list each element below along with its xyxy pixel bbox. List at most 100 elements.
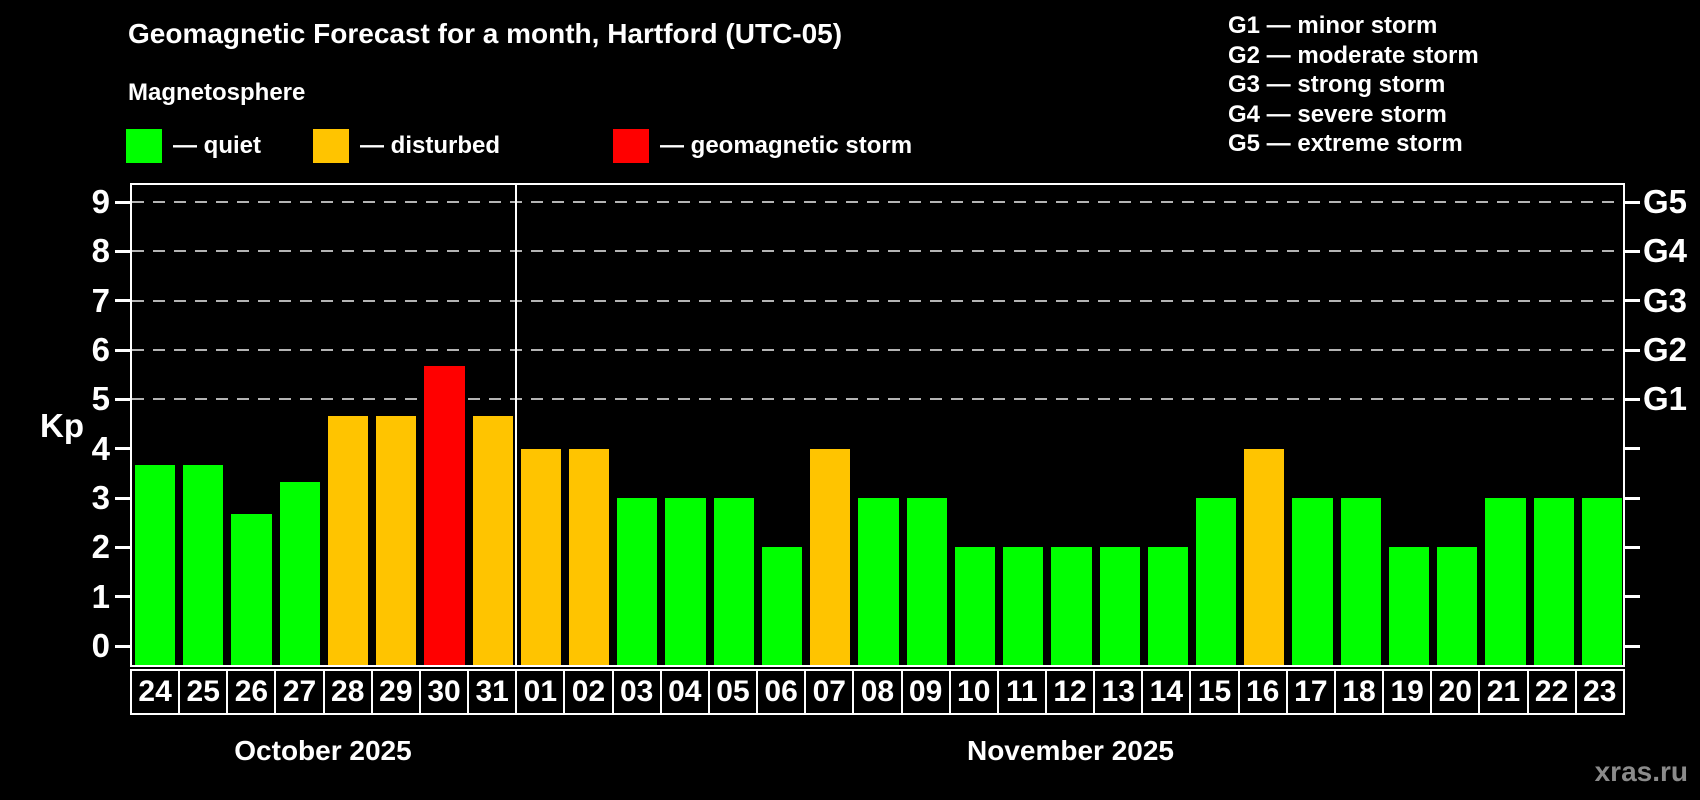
watermark: xras.ru xyxy=(1594,756,1688,787)
day-label-30: 30 xyxy=(418,669,470,715)
g-scale-label-g1: G1 xyxy=(1643,380,1688,418)
y-axis-tick-left xyxy=(115,299,130,303)
legend-item-storm: — geomagnetic storm xyxy=(613,128,912,164)
y-axis-tick-left xyxy=(115,644,130,648)
kp-bar-day-22 xyxy=(1533,498,1574,665)
day-label-28: 28 xyxy=(322,669,373,715)
day-label-04: 04 xyxy=(659,669,710,715)
y-tick-label: 7 xyxy=(91,281,110,319)
kp-bar-day-03 xyxy=(617,498,658,665)
kp-bar-day-07 xyxy=(810,448,851,665)
day-label-01: 01 xyxy=(515,669,566,715)
y-tick-label: 5 xyxy=(91,380,110,418)
day-label-25: 25 xyxy=(178,669,229,715)
day-label-09: 09 xyxy=(900,669,951,715)
day-label-23: 23 xyxy=(1574,669,1625,715)
y-axis-tick-right xyxy=(1625,348,1640,352)
gridline-kp7 xyxy=(132,299,1623,302)
y-axis-tick-left xyxy=(115,397,130,401)
kp-bar-day-15 xyxy=(1195,498,1237,665)
storm-scale-g4: G4 — severe storm xyxy=(1228,100,1447,128)
kp-bar-day-23 xyxy=(1581,498,1622,665)
status-legend: — quiet — disturbed — geomagnetic storm xyxy=(0,128,1100,164)
month-label-november: November 2025 xyxy=(966,735,1174,766)
gridline-kp8 xyxy=(132,250,1623,253)
gridline-kp9 xyxy=(132,201,1623,203)
chart-title: Geomagnetic Forecast for a month, Hartfo… xyxy=(128,18,843,49)
month-separator-line xyxy=(514,185,517,665)
y-tick-label: 4 xyxy=(91,429,110,467)
day-label-02: 02 xyxy=(563,669,614,715)
day-label-26: 26 xyxy=(226,669,277,715)
kp-bar-day-17 xyxy=(1292,498,1333,665)
kp-bar-day-19 xyxy=(1388,547,1430,665)
storm-scale-g5: G5 — extreme storm xyxy=(1228,130,1463,157)
day-label-07: 07 xyxy=(804,669,855,715)
kp-bar-day-21 xyxy=(1485,498,1526,665)
legend-label-storm: — geomagnetic storm xyxy=(660,132,913,159)
day-label-13: 13 xyxy=(1093,669,1144,715)
y-axis-tick-right xyxy=(1625,644,1640,648)
y-tick-label: 1 xyxy=(91,577,110,615)
kp-bar-day-05 xyxy=(713,498,754,665)
day-label-12: 12 xyxy=(1044,669,1096,715)
y-axis-tick-right xyxy=(1625,496,1640,500)
day-label-21: 21 xyxy=(1478,669,1529,715)
storm-scale-legend: G1 — minor storm G2 — moderate storm G3 … xyxy=(1228,11,1479,159)
kp-bar-day-20 xyxy=(1437,547,1478,665)
y-axis-tick-right xyxy=(1625,545,1640,549)
chart-subtitle: Magnetosphere xyxy=(128,79,306,106)
day-label-20: 20 xyxy=(1430,669,1481,715)
month-label-october: October 2025 xyxy=(234,735,412,766)
day-label-18: 18 xyxy=(1333,669,1385,715)
day-label-11: 11 xyxy=(996,669,1047,715)
day-label-15: 15 xyxy=(1189,669,1240,715)
storm-scale-g3: G3 — strong storm xyxy=(1228,71,1446,98)
y-axis-tick-left xyxy=(115,447,130,451)
kp-bar-day-16 xyxy=(1244,448,1285,665)
day-label-08: 08 xyxy=(852,669,903,715)
y-axis-tick-left xyxy=(115,348,130,352)
y-axis-tick-right xyxy=(1625,447,1640,451)
kp-bar-day-27 xyxy=(279,481,320,665)
kp-bar-day-12 xyxy=(1051,547,1092,665)
storm-color-swatch xyxy=(613,129,649,163)
legend-item-disturbed: — disturbed xyxy=(313,128,500,164)
day-label-06: 06 xyxy=(756,669,807,715)
y-axis-tick-left xyxy=(115,200,130,204)
y-tick-label: 6 xyxy=(91,331,110,368)
kp-bar-day-14 xyxy=(1147,547,1188,665)
y-axis-tick-left xyxy=(115,249,130,253)
day-label-24: 24 xyxy=(130,669,181,715)
day-label-31: 31 xyxy=(467,669,518,715)
kp-bar-day-02 xyxy=(569,448,610,665)
y-axis-tick-left xyxy=(115,496,130,500)
y-tick-label: 9 xyxy=(91,183,110,220)
day-label-27: 27 xyxy=(274,669,325,715)
day-label-14: 14 xyxy=(1141,669,1192,715)
quiet-color-swatch xyxy=(126,129,162,163)
gridline-kp6 xyxy=(132,349,1623,351)
kp-bar-day-01 xyxy=(520,448,562,665)
y-tick-label: 0 xyxy=(91,627,110,664)
kp-bar-day-31 xyxy=(472,415,513,665)
g-scale-label-g2: G2 xyxy=(1643,331,1688,368)
kp-bar-day-13 xyxy=(1099,547,1140,665)
kp-bar-day-11 xyxy=(1003,547,1044,665)
y-axis-title: Kp xyxy=(40,407,84,444)
day-label-29: 29 xyxy=(370,669,421,715)
kp-bar-day-09 xyxy=(906,498,947,665)
gridline-kp5 xyxy=(132,398,1623,401)
disturbed-color-swatch xyxy=(313,129,349,163)
day-label-03: 03 xyxy=(611,669,662,715)
storm-scale-g1: G1 — minor storm xyxy=(1228,12,1438,39)
day-label-10: 10 xyxy=(948,669,999,715)
g-scale-label-g3: G3 xyxy=(1643,281,1688,319)
y-axis-tick-left xyxy=(115,595,130,599)
y-tick-label: 2 xyxy=(91,528,110,566)
y-tick-label: 8 xyxy=(91,232,110,270)
legend-label-quiet: — quiet xyxy=(173,132,261,159)
y-axis-tick-right xyxy=(1625,397,1640,401)
kp-bar-day-10 xyxy=(954,547,996,665)
